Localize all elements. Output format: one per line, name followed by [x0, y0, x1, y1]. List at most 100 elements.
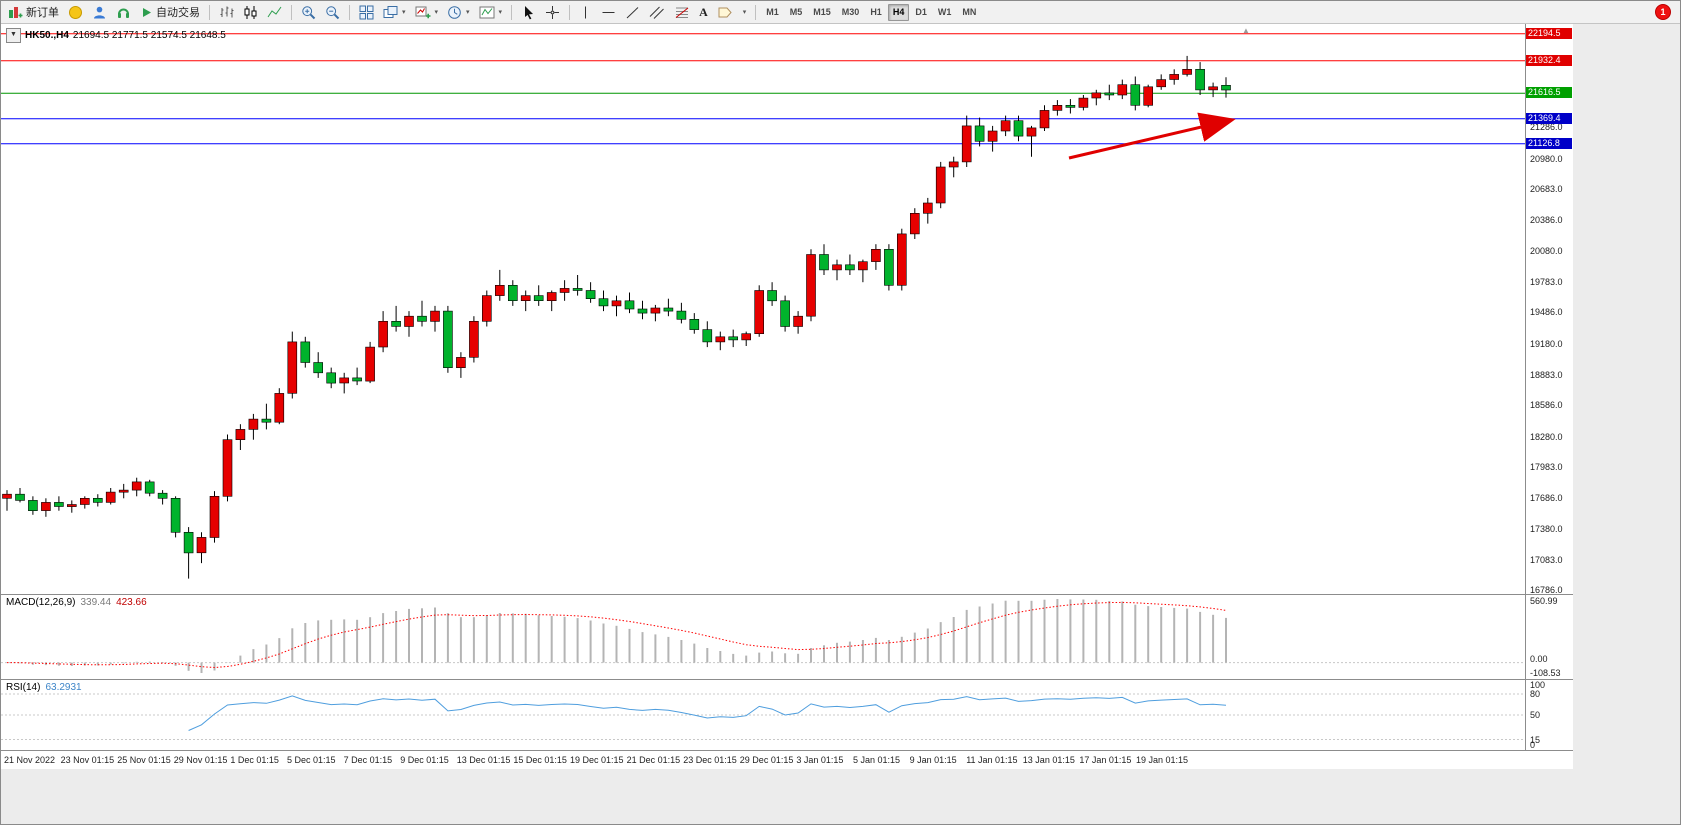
cascade-windows-icon	[383, 5, 398, 20]
rsi-panel[interactable]: RSI(14) 63.2931	[1, 680, 1525, 750]
tile-windows-button[interactable]	[355, 2, 378, 22]
cascade-windows-button[interactable]: ▾	[379, 2, 410, 22]
price-level-badge: 21126.8	[1526, 137, 1572, 149]
timeframe-m30-button[interactable]: M30	[841, 6, 860, 17]
macd-signal-value: 423.66	[116, 597, 147, 608]
bar-chart-mode-button[interactable]	[215, 2, 238, 22]
time-axis-label: 19 Dec 01:15	[570, 755, 624, 765]
macd-panel[interactable]: MACD(12,26,9) 339.44 423.66	[1, 595, 1525, 679]
cursor-tool-button[interactable]	[517, 2, 540, 22]
dropdown-arrow-icon: ▾	[402, 9, 406, 16]
rsi-scale-label: 50	[1530, 710, 1541, 720]
line-chart-icon	[267, 5, 282, 20]
macd-label: MACD(12,26,9) 339.44 423.66	[6, 597, 147, 608]
timeframe-d1-button[interactable]: D1	[915, 6, 927, 17]
time-axis-label: 3 Jan 01:15	[796, 755, 844, 765]
separator	[349, 4, 350, 20]
person-icon	[92, 5, 107, 20]
crosshair-tool-button[interactable]	[541, 2, 564, 22]
time-axis-label: 29 Dec 01:15	[739, 755, 794, 765]
timeframe-m1-button[interactable]: M1	[766, 6, 779, 17]
price-tick-label: 20080.0	[1530, 246, 1563, 257]
price-level-badge: 21616.5	[1526, 87, 1572, 99]
horizontal-line-tool-button[interactable]	[597, 2, 620, 22]
separator	[569, 4, 571, 20]
price-tick-label: 18586.0	[1530, 400, 1563, 411]
price-tick-label: 16786.0	[1530, 585, 1563, 596]
rsi-scale-label: 0	[1530, 740, 1536, 750]
trendline-tool-button[interactable]	[621, 2, 644, 22]
ohlc-bars-icon	[219, 5, 234, 20]
new-chart-icon	[415, 5, 431, 20]
symbol-period-text: HK50.,H4	[25, 30, 69, 41]
candlestick-mode-button[interactable]	[239, 2, 262, 22]
rsi-name: RSI(14)	[6, 682, 41, 693]
fibonacci-icon	[674, 5, 690, 20]
symbol-ohlc-label: ▼ HK50.,H4 21694.5 21771.5 21574.5 21648…	[6, 28, 226, 43]
panel-divider[interactable]	[1, 594, 1573, 595]
auto-trading-label: 自动交易	[156, 7, 200, 19]
vertical-line-tool-button[interactable]	[575, 2, 596, 22]
macd-scale-zero: 0.00	[1530, 653, 1548, 664]
timeframe-m5-button[interactable]: M5	[789, 6, 803, 17]
separator	[291, 4, 292, 20]
price-tick-label: 19783.0	[1530, 276, 1563, 287]
fibonacci-tool-button[interactable]	[670, 2, 694, 22]
mql5-button[interactable]	[64, 2, 87, 22]
rsi-scale-label: 100	[1530, 680, 1546, 690]
new-chart-button[interactable]: ▾	[411, 2, 443, 22]
price-level-badge: 21932.4	[1526, 54, 1572, 66]
dropdown-arrow-icon: ▾	[742, 9, 747, 16]
zoom-in-icon	[301, 5, 316, 20]
indicators-button[interactable]: ▾	[475, 2, 507, 22]
crosshair-icon	[545, 5, 560, 20]
price-tick-label: 20980.0	[1530, 153, 1563, 164]
zoom-out-button[interactable]	[321, 2, 344, 22]
chart-scroll-marker-icon[interactable]: ▲	[1242, 26, 1250, 35]
label-tool-button[interactable]	[713, 2, 737, 22]
time-axis-label: 11 Jan 01:15	[966, 755, 1018, 765]
tile-windows-icon	[359, 5, 374, 20]
macd-chart	[1, 599, 1525, 673]
notification-badge[interactable]: 1	[1655, 4, 1671, 20]
shapes-dropdown-button[interactable]: ▾	[738, 2, 751, 22]
dropdown-arrow-icon: ▾	[466, 9, 470, 16]
dropdown-arrow-icon: ▾	[498, 9, 503, 16]
line-chart-mode-button[interactable]	[263, 2, 286, 22]
time-axis-label: 13 Jan 01:15	[1022, 755, 1075, 765]
rsi-axis[interactable]: 100 80 50 15 0	[1525, 680, 1573, 750]
timeframe-mn-button[interactable]: MN	[962, 6, 977, 17]
ohlc-values-text: 21694.5 21771.5 21574.5 21648.5	[72, 30, 226, 41]
support-button[interactable]	[112, 2, 135, 22]
time-axis-label: 1 Dec 01:15	[230, 755, 279, 765]
new-order-button[interactable]: 新订单	[4, 2, 63, 22]
timeframe-h4-button[interactable]: H4	[887, 3, 910, 21]
play-icon	[140, 6, 153, 19]
time-axis-label: 15 Dec 01:15	[513, 755, 567, 765]
price-axis[interactable]: 21286.0 20980.0 20683.0 20386.0 20080.0 19783…	[1525, 24, 1573, 596]
candlestick-chart[interactable]	[1, 24, 1525, 594]
periods-button[interactable]: ▾	[443, 2, 474, 22]
timeframe-h1-button[interactable]: H1	[870, 6, 882, 17]
price-tick-label: 17380.0	[1530, 524, 1563, 535]
cursor-icon	[521, 5, 536, 20]
separator	[511, 4, 513, 20]
time-axis-label: 29 Nov 01:15	[173, 755, 228, 765]
community-button[interactable]	[88, 2, 111, 22]
time-axis[interactable]: 21 Nov 2022 23 Nov 01:15 25 Nov 01:15 29 No…	[1, 750, 1573, 769]
time-axis-label: 21 Nov 2022	[4, 755, 56, 765]
text-tool-button[interactable]: A	[695, 2, 712, 22]
auto-trading-button[interactable]: 自动交易	[136, 2, 204, 22]
timeframe-m15-button[interactable]: M15	[813, 6, 831, 17]
zoom-in-button[interactable]	[297, 2, 320, 22]
macd-axis[interactable]: 560.99 0.00 -108.53	[1525, 595, 1573, 679]
channel-tool-button[interactable]	[645, 2, 669, 22]
panel-divider[interactable]	[1, 679, 1573, 680]
timeframe-w1-button[interactable]: W1	[937, 6, 952, 17]
price-tick-label: 20683.0	[1530, 184, 1563, 195]
horizontal-line-icon	[601, 6, 616, 19]
main-chart-panel[interactable]: ▼ HK50.,H4 21694.5 21771.5 21574.5 21648…	[1, 24, 1525, 594]
rsi-value: 63.2931	[45, 682, 82, 693]
symbol-dropdown-icon[interactable]: ▼	[6, 28, 21, 43]
time-axis-label: 25 Nov 01:15	[117, 755, 171, 765]
